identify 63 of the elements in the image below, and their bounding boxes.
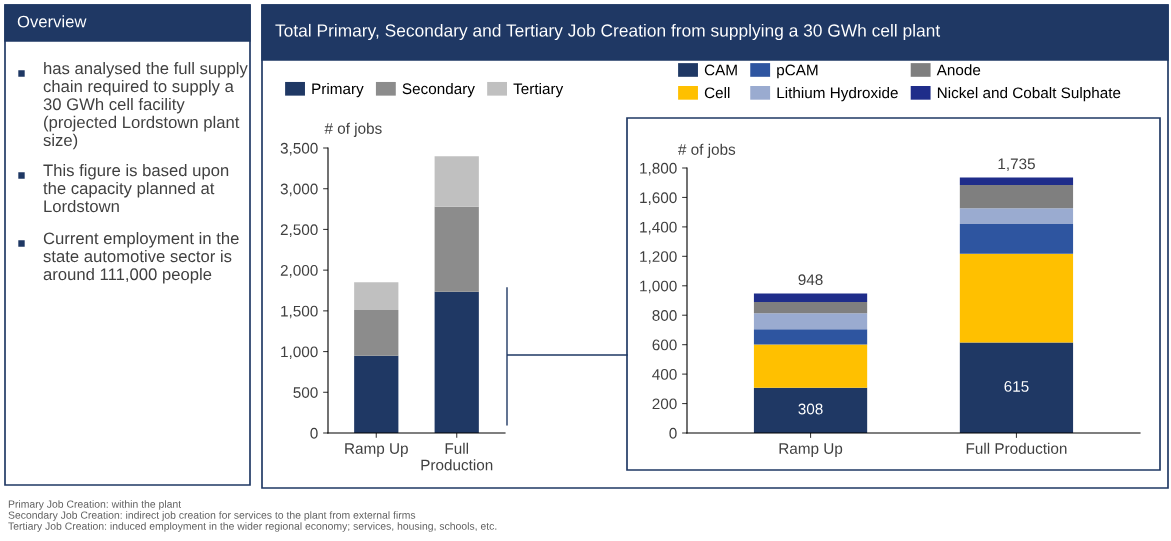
- bar: [753, 344, 868, 388]
- legend-label: Nickel and Cobalt Sulphate: [937, 87, 1121, 102]
- text: Overview: [17, 15, 87, 28]
- bar: [753, 293, 868, 302]
- bar: [354, 355, 399, 433]
- y-tick-label: 400: [652, 368, 677, 380]
- bar: [959, 253, 1074, 343]
- bar: [434, 156, 479, 207]
- legend-label: pCAM: [777, 64, 818, 79]
- text: Total Primary, Secondary and Tertiary Job Creation from supplying a 30 GWh cell plant: [275, 23, 941, 41]
- text: Primary Job Creation: within the plant: [8, 500, 182, 510]
- y-tick-label: 800: [652, 310, 677, 321]
- data-label: 615: [1004, 381, 1029, 392]
- x-tick-label: Full Production: [421, 442, 493, 471]
- text: Tertiary Job Creation: induced employment in the wider regional economy; services, housing, schools, etc.: [8, 522, 497, 532]
- bar: [753, 313, 868, 330]
- y-tick-label: 200: [652, 398, 677, 410]
- y-tick-label: 0: [669, 427, 677, 439]
- data-label: 308: [798, 403, 823, 415]
- bar: [354, 310, 399, 356]
- legend-label: Anode: [936, 64, 981, 76]
- text: This figure is based upon the capacity planned at Lordstown: [43, 164, 229, 213]
- total-label: 1,735: [998, 158, 1035, 172]
- text: Current employment in the state automotive sector is around 111,000 people: [43, 232, 239, 284]
- bar: [959, 208, 1074, 224]
- y-tick-label: 1,800: [640, 162, 677, 176]
- y-tick-label: 0: [310, 427, 318, 439]
- y-axis-title: # of jobs: [324, 122, 382, 137]
- y-tick-label: 1,500: [281, 305, 318, 319]
- legend-label: CAM: [704, 64, 737, 76]
- bar: [959, 185, 1074, 209]
- y-tick-label: 600: [652, 339, 677, 351]
- x-tick-label: Full Production: [966, 442, 1067, 454]
- y-tick-label: 3,000: [280, 183, 318, 197]
- bar: [354, 282, 399, 311]
- bar: [753, 301, 868, 314]
- text: Secondary Job Creation: indirect job creation for services to the plant from external firms: [8, 511, 416, 521]
- bar: [434, 291, 479, 433]
- x-tick-label: Ramp Up: [345, 443, 408, 457]
- y-tick-label: 1,000: [640, 280, 677, 294]
- legend-label: Tertiary: [513, 82, 564, 98]
- bar: [753, 329, 868, 345]
- y-tick-label: 1,400: [640, 221, 677, 235]
- bar: [434, 206, 479, 292]
- y-tick-label: 1,600: [640, 192, 677, 205]
- total-label: 948: [798, 274, 823, 286]
- x-tick-label: Ramp Up: [779, 443, 843, 457]
- y-tick-label: 3,500: [280, 142, 318, 156]
- text: has analysed the full supply chain required to supply a 30 GWh cell facility (projected Lordstown plant size): [43, 62, 248, 150]
- bar: [959, 177, 1074, 186]
- legend-label: Primary: [312, 82, 364, 98]
- bar: [753, 387, 868, 433]
- y-tick-label: 500: [293, 387, 318, 398]
- bar: [959, 223, 1074, 254]
- y-tick-label: 1,200: [640, 251, 677, 264]
- legend-label: Lithium Hydroxide: [777, 87, 898, 102]
- y-tick-label: 1,000: [281, 346, 318, 360]
- y-tick-label: 2,500: [280, 224, 318, 237]
- y-axis-title: # of jobs: [678, 143, 736, 158]
- bar: [959, 342, 1074, 433]
- legend-label: Cell: [704, 87, 730, 99]
- legend-label: Secondary: [402, 82, 475, 98]
- y-tick-label: 2,000: [280, 265, 318, 278]
